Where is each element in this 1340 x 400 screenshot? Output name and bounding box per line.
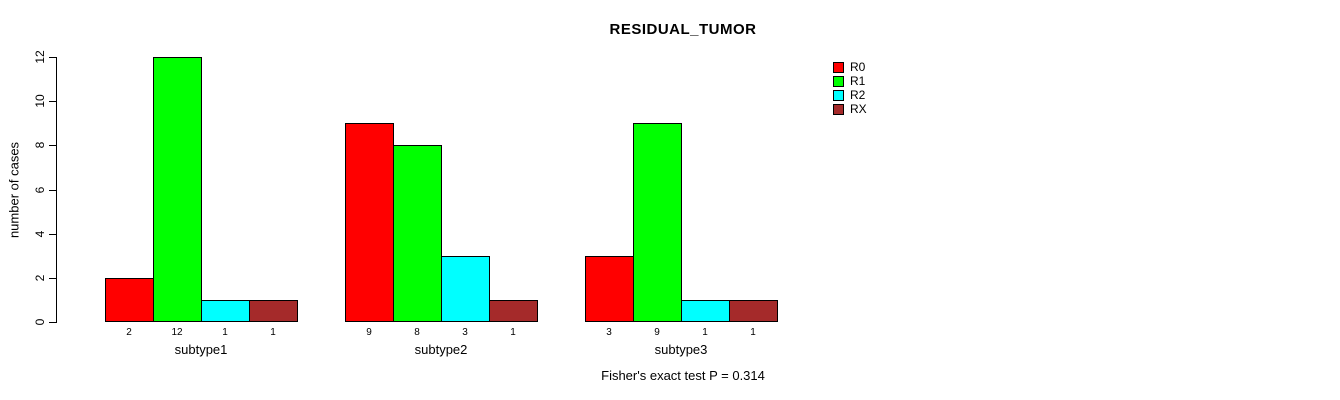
y-tick-mark <box>49 145 56 146</box>
x-group-label: subtype1 <box>174 342 228 357</box>
y-tick-mark <box>49 57 56 58</box>
y-tick-mark <box>49 190 56 191</box>
y-tick-label: 8 <box>33 141 47 149</box>
bar-value-label: 3 <box>462 327 468 338</box>
annotation-text: Fisher's exact test P = 0.314 <box>601 368 765 383</box>
bar-R0-subtype2 <box>345 123 394 322</box>
legend-swatch-R1 <box>833 76 844 87</box>
bar-RX-subtype2 <box>489 300 538 322</box>
bar-R0-subtype3 <box>585 256 634 322</box>
legend-swatch-RX <box>833 104 844 115</box>
x-group-label: subtype2 <box>414 342 468 357</box>
y-tick-label: 4 <box>33 230 47 238</box>
chart-title: RESIDUAL_TUMOR <box>609 21 757 38</box>
legend-row: R0 <box>833 61 867 74</box>
legend-row: R1 <box>833 75 867 88</box>
y-tick-mark <box>49 234 56 235</box>
bar-R1-subtype1 <box>153 57 202 322</box>
bar-value-label: 8 <box>414 327 420 338</box>
bar-R0-subtype1 <box>105 278 154 322</box>
bar-value-label: 1 <box>222 327 228 338</box>
legend-row: R2 <box>833 89 867 102</box>
y-tick-mark <box>49 278 56 279</box>
bar-value-label: 9 <box>654 327 660 338</box>
bar-R2-subtype2 <box>441 256 490 322</box>
bar-value-label: 1 <box>750 327 756 338</box>
bar-value-label: 9 <box>366 327 372 338</box>
bar-value-label: 1 <box>270 327 276 338</box>
y-tick-label: 2 <box>33 274 47 282</box>
bar-RX-subtype1 <box>249 300 298 322</box>
x-group-label: subtype3 <box>654 342 708 357</box>
y-tick-label: 10 <box>33 94 47 108</box>
y-tick-label: 12 <box>33 50 47 64</box>
bar-value-label: 1 <box>702 327 708 338</box>
legend-swatch-R0 <box>833 62 844 73</box>
legend-swatch-R2 <box>833 90 844 101</box>
bar-value-label: 2 <box>126 327 132 338</box>
y-tick-mark <box>49 101 56 102</box>
bar-RX-subtype3 <box>729 300 778 322</box>
bar-value-label: 1 <box>510 327 516 338</box>
legend-label: RX <box>850 102 867 116</box>
bar-R1-subtype2 <box>393 145 442 322</box>
legend-label: R1 <box>850 74 866 88</box>
y-axis-line <box>56 57 57 323</box>
y-tick-label: 6 <box>33 186 47 194</box>
y-axis-label: number of cases <box>6 141 22 239</box>
y-tick-mark <box>49 322 56 323</box>
bar-R1-subtype3 <box>633 123 682 322</box>
y-tick-label: 0 <box>33 318 47 326</box>
legend-label: R2 <box>850 88 866 102</box>
legend-label: R0 <box>850 60 866 74</box>
bar-R2-subtype3 <box>681 300 730 322</box>
legend-row: RX <box>833 103 867 116</box>
bar-value-label: 12 <box>171 327 183 338</box>
bar-value-label: 3 <box>606 327 612 338</box>
bar-R2-subtype1 <box>201 300 250 322</box>
legend: R0 R1 R2 RX <box>833 61 867 117</box>
